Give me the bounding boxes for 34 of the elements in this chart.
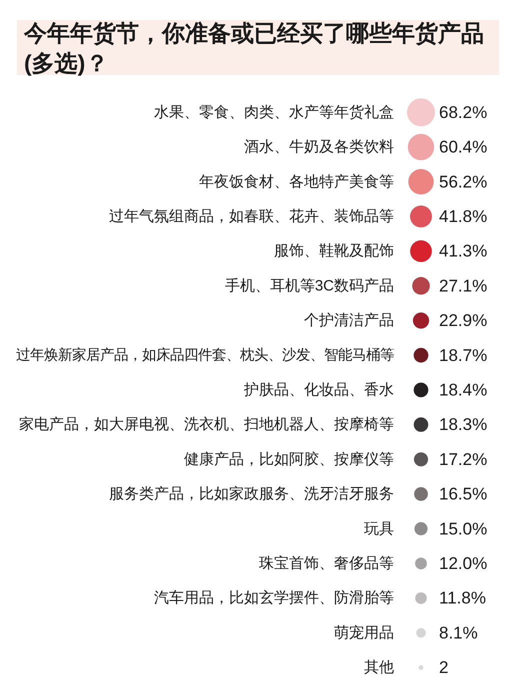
category-label: 汽车用品，比如玄学摆件、防滑胎等 [154, 590, 394, 607]
category-label: 过年焕新家居产品，如床品四件套、枕头、沙发、智能马桶等 [16, 347, 394, 364]
category-label: 护肤品、化妆品、香水 [243, 381, 394, 398]
data-label: 2 [439, 658, 448, 678]
category-label: 萌宠用品 [334, 624, 394, 642]
category-label: 珠宝首饰、奢侈品等 [259, 554, 394, 572]
data-label: 11.8% [439, 588, 486, 608]
data-label: 41.8% [439, 206, 488, 226]
data-label: 22.9% [439, 311, 488, 330]
category-label: 个护清洁产品 [304, 312, 394, 330]
category-label: 手机、耳机等3C数码产品 [224, 277, 394, 294]
category-label: 年夜饭食材、各地特产美食等 [199, 173, 394, 190]
data-label: 15.0% [439, 519, 488, 538]
category-label: 酒水、牛奶及各类饮料 [244, 138, 394, 156]
category-label: 家电产品，如大屏电视、洗衣机、扫地机器人、按摩椅等 [19, 416, 394, 434]
data-label: 18.4% [439, 380, 488, 400]
data-label: 68.2% [439, 102, 488, 122]
data-label: 60.4% [439, 138, 488, 157]
category-label: 服务类产品，比如家政服务、洗牙洁牙服务 [109, 486, 394, 503]
data-label: 12.0% [439, 554, 488, 573]
data-label: 8.1% [439, 623, 478, 642]
category-label: 其他 [364, 659, 394, 676]
category-label: 服饰、鞋靴及配饰 [274, 242, 394, 260]
data-label: 16.5% [439, 484, 488, 504]
category-label: 健康产品，比如阿胶、按摩仪等 [184, 450, 394, 468]
data-label: 56.2% [439, 172, 488, 192]
data-label: 27.1% [439, 276, 488, 296]
category-label: 过年气氛组商品，如春联、花卉、装饰品等 [109, 208, 394, 225]
category-label: 水果、零食、肉类、水产等年货礼盒 [154, 104, 394, 121]
data-label: 18.3% [439, 415, 488, 434]
data-label: 18.7% [439, 346, 488, 365]
category-label: 玩具 [364, 520, 394, 538]
data-label: 17.2% [439, 450, 488, 469]
data-label: 41.3% [439, 242, 488, 261]
